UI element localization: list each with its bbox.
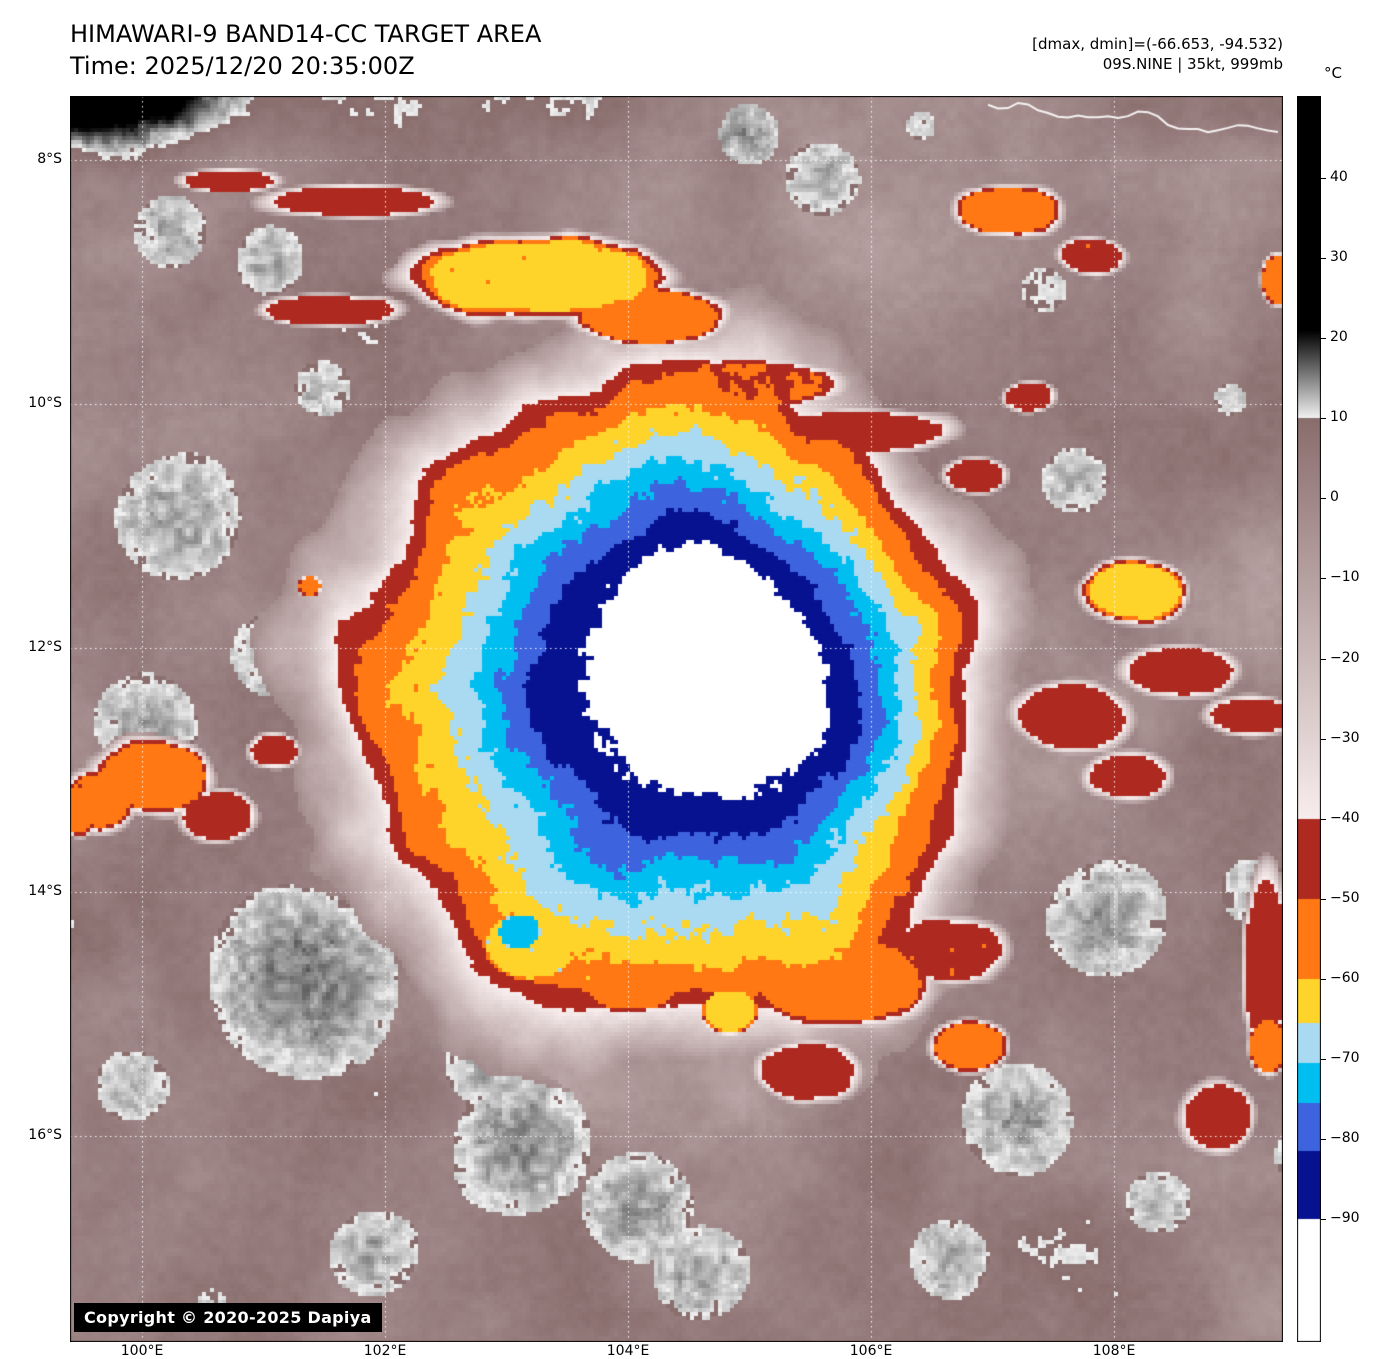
colorbar-tick-label: −20 xyxy=(1330,649,1360,666)
colorbar-tick-label: 20 xyxy=(1330,328,1348,345)
colorbar-tick-mark xyxy=(1321,659,1326,660)
colorbar-tick-mark xyxy=(1321,498,1326,499)
colorbar-tick-mark xyxy=(1321,338,1326,339)
colorbar-tick-label: −30 xyxy=(1330,729,1360,746)
colorbar-tick-mark xyxy=(1321,1139,1326,1140)
colorbar-tick-mark xyxy=(1321,979,1326,980)
figure-timestamp: Time: 2025/12/20 20:35:00Z xyxy=(70,52,415,80)
colorbar-tick-mark xyxy=(1321,899,1326,900)
colorbar-tick-label: 40 xyxy=(1330,168,1348,185)
lat-tick-label: 10°S xyxy=(28,395,62,412)
colorbar-tick-label: 10 xyxy=(1330,409,1348,426)
colorbar-canvas xyxy=(1297,96,1321,1342)
lon-tick-label: 102°E xyxy=(363,1343,407,1359)
lon-tick-label: 104°E xyxy=(606,1343,650,1359)
colorbar-tick-label: −80 xyxy=(1330,1130,1360,1147)
colorbar-tick-mark xyxy=(1321,739,1326,740)
copyright-badge: Copyright © 2020-2025 Dapiya xyxy=(74,1303,382,1332)
lon-tick-label: 106°E xyxy=(849,1343,893,1359)
lat-tick-label: 8°S xyxy=(37,151,62,168)
colorbar-unit-label: °C xyxy=(1324,64,1342,82)
colorbar-tick-label: 0 xyxy=(1330,489,1339,506)
colorbar-tick-mark xyxy=(1321,178,1326,179)
figure-title: HIMAWARI-9 BAND14-CC TARGET AREA xyxy=(70,20,542,48)
colorbar-tick-mark xyxy=(1321,1219,1326,1220)
colorbar-tick-label: −70 xyxy=(1330,1050,1360,1067)
colorbar-tick-label: −60 xyxy=(1330,970,1360,987)
satellite-image-canvas xyxy=(70,96,1283,1342)
colorbar-tick-mark xyxy=(1321,418,1326,419)
colorbar-tick-mark xyxy=(1321,578,1326,579)
header-annotations: [dmax, dmin]=(-66.653, -94.532) 09S.NINE… xyxy=(1032,34,1283,74)
lat-tick-label: 16°S xyxy=(28,1127,62,1144)
colorbar-tick-mark xyxy=(1321,819,1326,820)
lat-tick-label: 12°S xyxy=(28,639,62,656)
colorbar-tick-label: −10 xyxy=(1330,569,1360,586)
colorbar-tick-mark xyxy=(1321,258,1326,259)
colorbar-tick-label: −90 xyxy=(1330,1210,1360,1227)
dmax-dmin-annotation: [dmax, dmin]=(-66.653, -94.532) xyxy=(1032,35,1283,53)
lon-tick-label: 100°E xyxy=(120,1343,164,1359)
colorbar-tick-mark xyxy=(1321,1059,1326,1060)
lat-tick-label: 14°S xyxy=(28,883,62,900)
storm-info-annotation: 09S.NINE | 35kt, 999mb xyxy=(1102,55,1283,73)
colorbar-tick-label: −50 xyxy=(1330,889,1360,906)
colorbar-tick-label: 30 xyxy=(1330,248,1348,265)
lon-tick-label: 108°E xyxy=(1092,1343,1136,1359)
colorbar-tick-label: −40 xyxy=(1330,809,1360,826)
